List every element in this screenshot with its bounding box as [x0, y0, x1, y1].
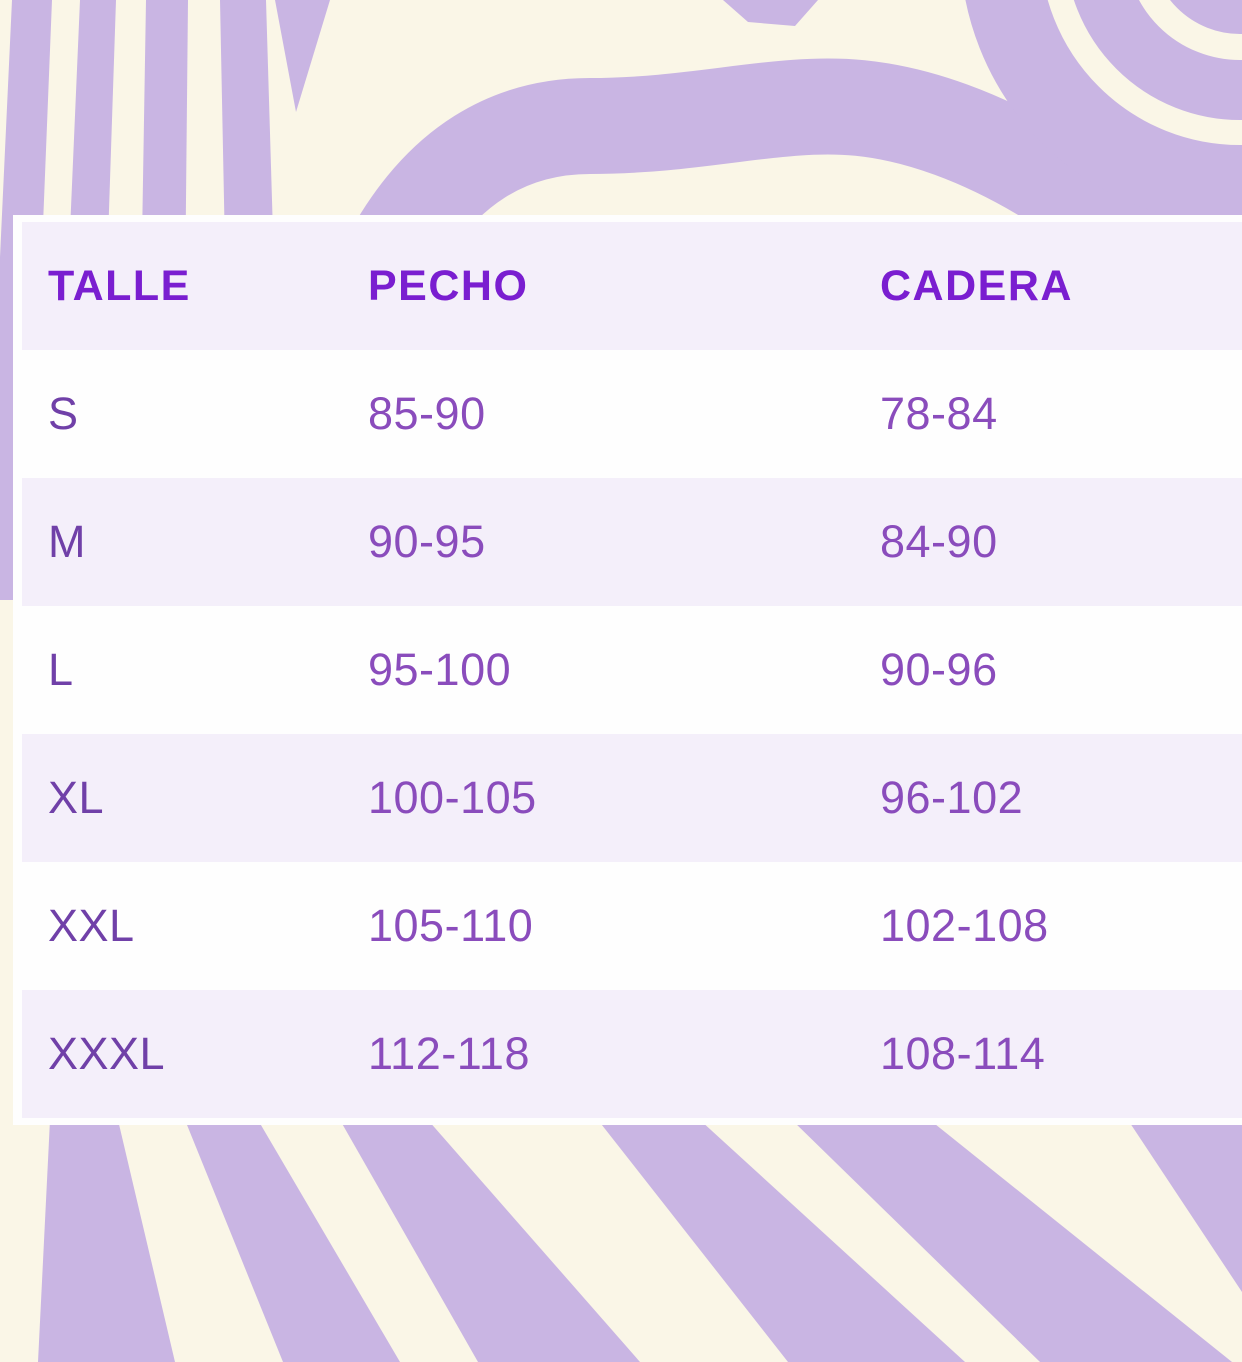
table-row-s: S 85-90 78-84	[22, 350, 1242, 478]
column-header-pecho: PECHO	[368, 261, 529, 310]
table-row-xxxl: XXXL 112-118 108-114	[22, 990, 1242, 1118]
cell-pecho: 95-100	[368, 644, 512, 695]
cell-pecho: 90-95	[368, 516, 486, 567]
cell-talle: S	[48, 388, 79, 439]
cell-pecho: 112-118	[368, 1028, 530, 1079]
size-chart-panel: TALLE PECHO CADERA S 85-90 78-84 M 90-95 84-9…	[13, 215, 1242, 1125]
table-header-row: TALLE PECHO CADERA	[22, 222, 1242, 350]
cell-pecho: 105-110	[368, 900, 534, 951]
cell-talle: XXXL	[48, 1028, 166, 1079]
table-row-xl: XL 100-105 96-102	[22, 734, 1242, 862]
column-header-talle: TALLE	[48, 261, 191, 310]
cell-cadera: 78-84	[880, 388, 998, 439]
cell-cadera: 102-108	[880, 900, 1049, 951]
table-row-m: M 90-95 84-90	[22, 478, 1242, 606]
cell-talle: L	[48, 644, 74, 695]
cell-cadera: 84-90	[880, 516, 998, 567]
cell-cadera: 90-96	[880, 644, 998, 695]
table-row-l: L 95-100 90-96	[22, 606, 1242, 734]
cell-cadera: 96-102	[880, 772, 1024, 823]
cell-cadera: 108-114	[880, 1028, 1046, 1079]
cell-talle: XXL	[48, 900, 135, 951]
cell-pecho: 85-90	[368, 388, 486, 439]
bottom-sunburst-rays	[38, 1120, 1242, 1362]
top-right-swirl	[342, 0, 1242, 334]
cell-talle: XL	[48, 772, 105, 823]
table-row-xxl: XXL 105-110 102-108	[22, 862, 1242, 990]
column-header-cadera: CADERA	[880, 261, 1073, 310]
cell-pecho: 100-105	[368, 772, 537, 823]
cell-talle: M	[48, 516, 86, 567]
